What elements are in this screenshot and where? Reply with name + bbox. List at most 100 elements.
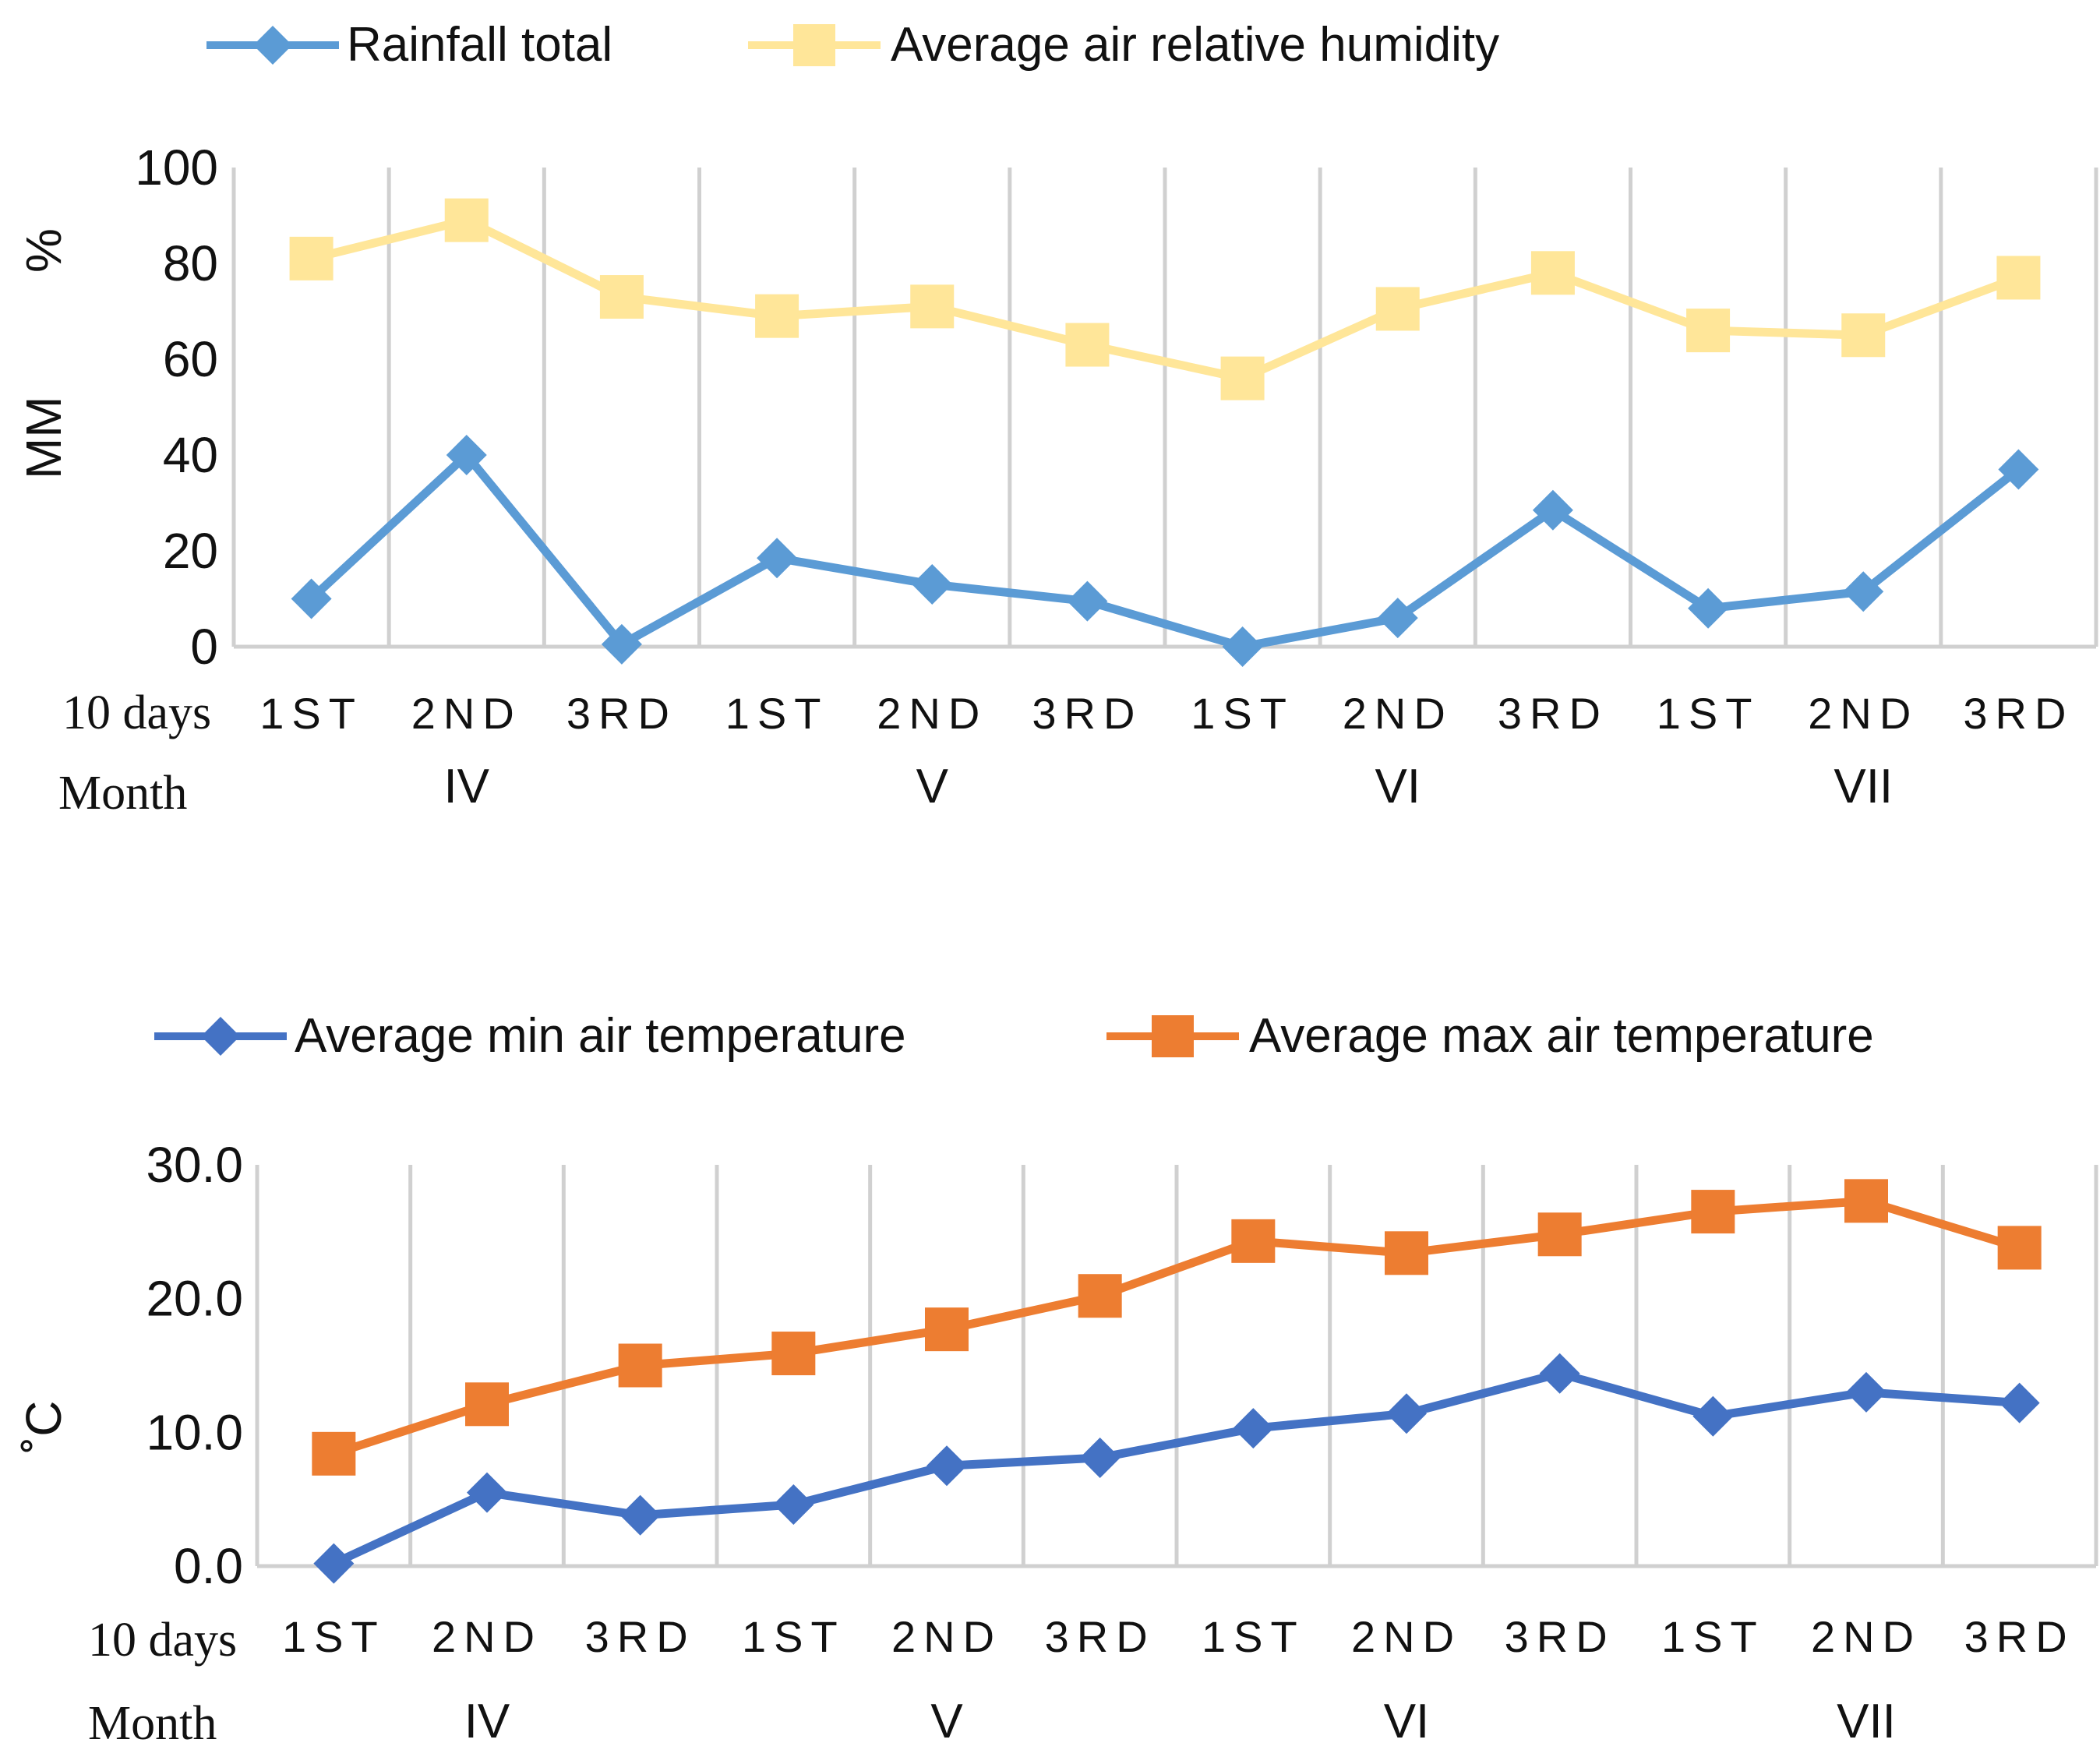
data-point bbox=[755, 294, 799, 338]
x-tick-label: 2ND bbox=[1811, 1612, 1922, 1661]
y-tick-label: 20 bbox=[163, 523, 218, 579]
data-point bbox=[1231, 1219, 1276, 1263]
chart2-ylabel: ˚C bbox=[16, 1400, 72, 1453]
data-point bbox=[1846, 1371, 1886, 1413]
chart1-month-labels: IV V VI VII bbox=[443, 760, 1893, 813]
data-point bbox=[912, 564, 953, 605]
legend-humidity-label: Average air relative humidity bbox=[891, 18, 1499, 72]
data-point bbox=[1079, 1437, 1121, 1478]
y-tick-label: 0.0 bbox=[174, 1538, 243, 1594]
data-point bbox=[1843, 571, 1884, 612]
x-tick-label: 3RD bbox=[566, 689, 677, 738]
data-point bbox=[313, 1543, 355, 1584]
data-point bbox=[1377, 598, 1418, 639]
month-label: VI bbox=[1384, 1695, 1430, 1748]
x-tick-label: 1ST bbox=[742, 1612, 845, 1661]
x-tick-label: 3RD bbox=[585, 1612, 696, 1661]
data-point bbox=[1997, 1226, 2042, 1270]
data-point bbox=[925, 1307, 969, 1352]
data-point bbox=[1078, 1274, 1122, 1318]
chart2-y-ticks: 0.0 10.0 20.0 30.0 bbox=[146, 1137, 243, 1594]
legend-rainfall-label: Rainfall total bbox=[347, 18, 612, 72]
series-line bbox=[308, 450, 2021, 651]
y-tick-label: 0 bbox=[190, 619, 218, 675]
data-point bbox=[465, 1382, 509, 1427]
month-label: VII bbox=[1834, 760, 1893, 813]
x-tick-label: 1ST bbox=[259, 689, 363, 738]
x-tick-label: 3RD bbox=[1498, 689, 1608, 738]
x-tick-label: 2ND bbox=[1351, 1612, 1462, 1661]
data-point bbox=[1692, 1395, 1734, 1437]
data-point bbox=[289, 236, 334, 280]
data-point bbox=[599, 275, 644, 319]
data-point bbox=[601, 623, 642, 665]
data-point bbox=[1844, 1179, 1888, 1223]
data-point bbox=[1065, 323, 1110, 367]
data-point bbox=[771, 1332, 816, 1376]
legend-min-temp-label: Average min air temperature bbox=[295, 1009, 906, 1063]
chart2-x-ticks: 1ST 2ND 3RD 1ST 2ND 3RD 1ST 2ND 3RD 1ST 2ND 3RD bbox=[282, 1612, 2075, 1661]
data-point bbox=[1841, 313, 1886, 358]
chart2-month-labels: IV V VI VII bbox=[464, 1695, 1896, 1748]
data-point bbox=[467, 1472, 507, 1513]
month-label: V bbox=[930, 1695, 963, 1748]
data-point bbox=[1999, 1382, 2040, 1424]
data-point bbox=[312, 1431, 356, 1476]
month-label: V bbox=[916, 760, 949, 813]
x-tick-label: 1ST bbox=[1657, 689, 1760, 738]
chart2-ten-days-label: 10 days bbox=[88, 1614, 237, 1667]
chart1-legend: Rainfall total Average air relative humi… bbox=[206, 18, 1499, 72]
y-tick-label: 20.0 bbox=[146, 1271, 243, 1327]
y-tick-label: 80 bbox=[163, 235, 218, 291]
data-point bbox=[619, 1494, 661, 1536]
chart1-month-label: Month bbox=[58, 767, 187, 820]
legend-min-temp-marker bbox=[201, 1017, 240, 1056]
data-point bbox=[618, 1343, 662, 1388]
chart2-legend: Average min air temperature Average max … bbox=[154, 1009, 1874, 1063]
x-tick-label: 2ND bbox=[877, 689, 987, 738]
legend-humidity-marker bbox=[793, 24, 835, 66]
x-tick-label: 2ND bbox=[891, 1612, 1002, 1661]
legend-max-temp-marker bbox=[1152, 1015, 1194, 1057]
y-tick-label: 60 bbox=[163, 331, 218, 387]
chart1-gridlines bbox=[231, 168, 2098, 649]
data-point bbox=[910, 284, 955, 329]
x-tick-label: 1ST bbox=[1661, 1612, 1765, 1661]
series-line bbox=[332, 1196, 2021, 1459]
y-tick-label: 40 bbox=[163, 427, 218, 483]
x-tick-label: 1ST bbox=[1191, 689, 1294, 738]
y-tick-label: 100 bbox=[135, 139, 218, 196]
chart1-ten-days-label: 10 days bbox=[62, 686, 211, 739]
x-tick-label: 2ND bbox=[411, 689, 522, 738]
x-tick-label: 3RD bbox=[1505, 1612, 1615, 1661]
chart2-gridlines bbox=[255, 1165, 2098, 1568]
chart2-month-label: Month bbox=[88, 1697, 217, 1750]
data-point bbox=[773, 1484, 814, 1526]
chart1-y-ticks: 0 20 40 60 80 100 bbox=[135, 139, 218, 675]
data-point bbox=[1539, 1353, 1580, 1394]
x-tick-label: 2ND bbox=[1808, 689, 1918, 738]
x-tick-label: 1ST bbox=[1202, 1612, 1305, 1661]
data-point bbox=[926, 1445, 967, 1487]
x-tick-label: 2ND bbox=[1343, 689, 1453, 738]
data-point bbox=[1691, 1190, 1735, 1234]
chart1-x-ticks: 1ST 2ND 3RD 1ST 2ND 3RD 1ST 2ND 3RD 1ST 2ND 3RD bbox=[259, 689, 2074, 738]
y-tick-label: 30.0 bbox=[146, 1137, 243, 1193]
data-point bbox=[1375, 287, 1420, 331]
x-tick-label: 3RD bbox=[1045, 1612, 1156, 1661]
data-point bbox=[1220, 356, 1265, 400]
x-tick-label: 3RD bbox=[1032, 689, 1142, 738]
data-point bbox=[1385, 1231, 1428, 1275]
data-point bbox=[1688, 587, 1729, 629]
data-point bbox=[444, 198, 489, 242]
chart1-ylabel-left: MM bbox=[16, 396, 72, 479]
month-label: VI bbox=[1375, 760, 1421, 813]
x-tick-label: 3RD bbox=[1964, 1612, 2075, 1661]
x-tick-label: 2ND bbox=[432, 1612, 542, 1661]
x-tick-label: 1ST bbox=[282, 1612, 386, 1661]
x-tick-label: 3RD bbox=[1963, 689, 2074, 738]
data-point bbox=[1686, 309, 1731, 353]
legend-rainfall-marker bbox=[253, 26, 292, 65]
data-point bbox=[1532, 489, 1573, 531]
